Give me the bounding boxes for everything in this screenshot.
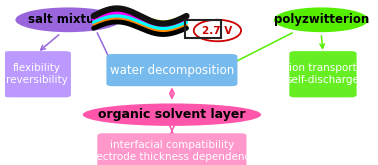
FancyBboxPatch shape [107, 54, 237, 86]
Ellipse shape [83, 103, 261, 126]
Text: 2.7 V: 2.7 V [202, 26, 232, 35]
Text: flexibility
reversibility: flexibility reversibility [6, 64, 68, 85]
Text: ion transport
self-discharge: ion transport self-discharge [287, 64, 359, 85]
Text: interfacial compatibility
electrode thickness dependency: interfacial compatibility electrode thic… [87, 140, 257, 162]
FancyBboxPatch shape [289, 51, 356, 97]
Ellipse shape [15, 7, 121, 32]
FancyBboxPatch shape [4, 51, 71, 97]
Text: polyzwitterion: polyzwitterion [274, 13, 369, 26]
Ellipse shape [274, 7, 369, 32]
Text: water decomposition: water decomposition [110, 64, 234, 77]
Text: organic solvent layer: organic solvent layer [98, 108, 246, 121]
Ellipse shape [194, 20, 241, 41]
Bar [185, 20, 221, 38]
Text: salt mixture: salt mixture [28, 13, 108, 26]
FancyBboxPatch shape [97, 133, 246, 165]
